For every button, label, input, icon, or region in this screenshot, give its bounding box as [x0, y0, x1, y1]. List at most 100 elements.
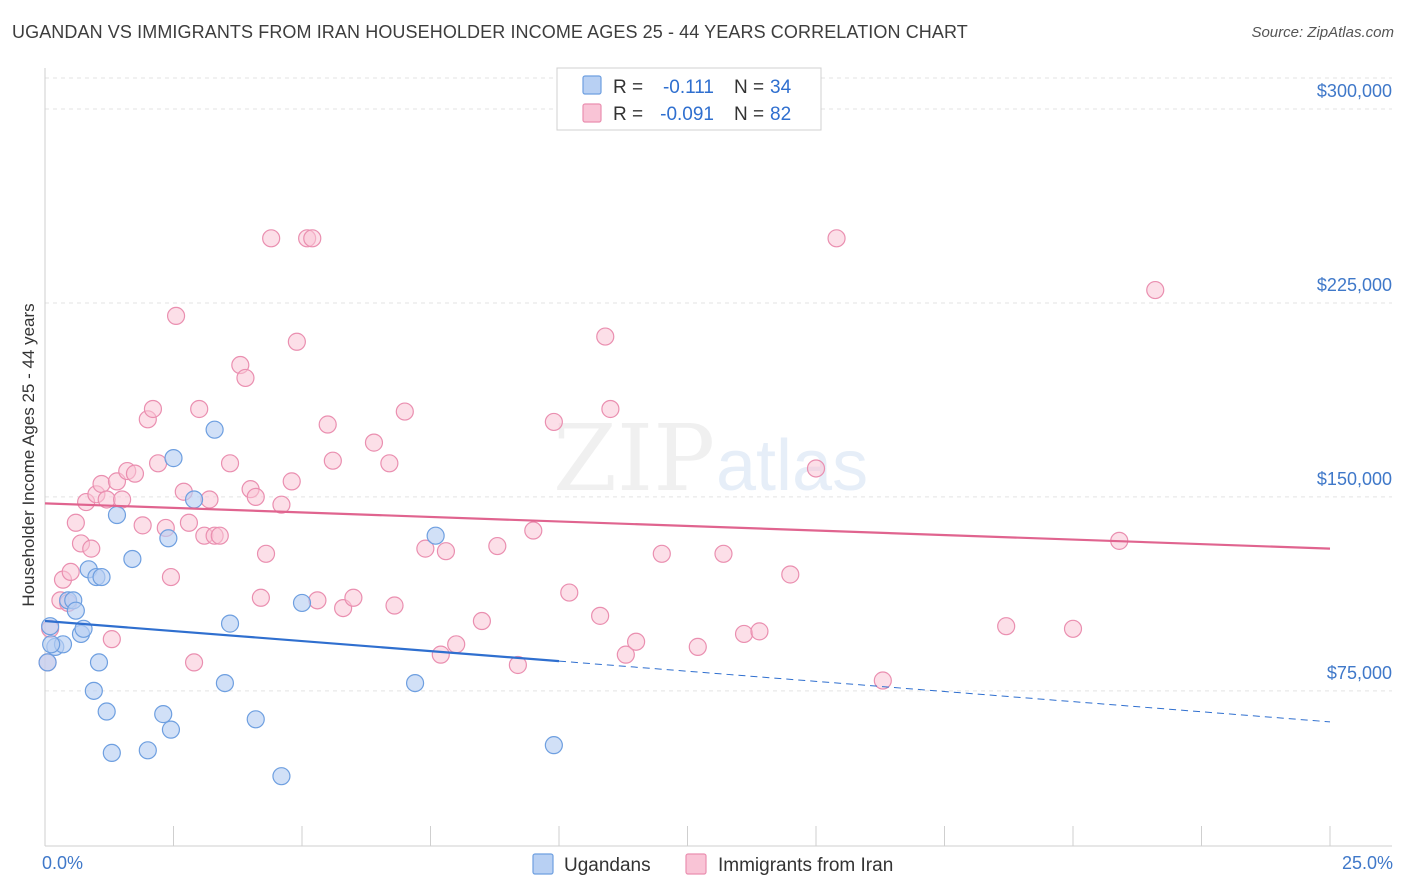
iran-point-54: [395, 402, 414, 421]
y-axis-title: Householder Income Ages 25 - 44 years: [19, 303, 38, 606]
ugandans-point-33: [42, 635, 61, 654]
watermark-zip: ZIP: [553, 405, 715, 512]
legend-n-value-ugandans: 34: [770, 77, 792, 98]
ugandans-point-22: [164, 449, 183, 468]
legend-r-value-ugandans: -0.111: [663, 77, 714, 98]
iran-point-68: [616, 645, 635, 664]
ugandans-point-26: [220, 614, 240, 633]
ugandans-trend-line: [44, 619, 560, 663]
legend-r-value-iran: -0.091: [660, 104, 714, 125]
ugandans-point-18: [138, 741, 157, 760]
iran-point-6: [66, 513, 85, 532]
chart-title: UGANDAN VS IMMIGRANTS FROM IRAN HOUSEHOL…: [12, 22, 968, 42]
y-tick-label-0: $75,000: [1327, 663, 1392, 683]
iran-point-32: [210, 526, 229, 545]
iran-point-45: [303, 229, 322, 248]
iran-point-58: [447, 635, 466, 654]
ugandans-point-1: [41, 617, 60, 636]
iran-point-72: [714, 544, 733, 563]
ugandans-point-23: [184, 490, 204, 509]
iran-point-55: [416, 539, 435, 558]
watermark-atlas: atlas: [716, 426, 868, 506]
iran-point-63: [544, 412, 563, 432]
iran-point-21: [148, 454, 168, 473]
iran-point-76: [806, 459, 826, 478]
iran-point-37: [246, 487, 265, 507]
iran-point-71: [688, 637, 707, 656]
iran-point-74: [750, 622, 769, 641]
trend-lines: [44, 502, 1331, 723]
iran-point-43: [287, 332, 306, 351]
iran-point-24: [166, 306, 186, 325]
iran-point-82: [1146, 280, 1165, 300]
iran-point-60: [488, 536, 507, 556]
iran-point-59: [472, 611, 491, 631]
ugandans-point-13: [92, 567, 111, 587]
iran-point-79: [997, 617, 1016, 636]
iran-point-41: [272, 495, 291, 514]
y-tick-label-2: $225,000: [1317, 275, 1392, 295]
ugandans-point-29: [292, 593, 312, 613]
iran-point-35: [236, 368, 255, 388]
iran-point-5: [61, 562, 80, 581]
legend-r-label-ugandans: R =: [613, 77, 643, 98]
ugandans-point-30: [405, 673, 425, 693]
stats-legend: R = -0.111 N = 34 R = -0.091 N = 82: [556, 67, 822, 131]
iran-point-53: [385, 596, 404, 615]
iran-point-75: [781, 565, 800, 584]
iran-point-23: [161, 567, 181, 587]
iran-point-26: [179, 513, 199, 532]
iran-point-42: [282, 472, 301, 491]
legend-swatch-iran: [582, 103, 602, 123]
iran-point-11: [92, 474, 111, 494]
axes: [44, 68, 1392, 847]
iran-point-47: [318, 415, 337, 434]
iran-point-40: [262, 229, 281, 248]
iran-point-66: [596, 327, 615, 346]
y-tick-label-3: $300,000: [1317, 81, 1392, 101]
iran-point-27: [184, 653, 204, 672]
iran-point-80: [1063, 619, 1083, 638]
bottom-legend-swatch-ugandans: [532, 853, 554, 875]
watermark: ZIP atlas: [553, 405, 868, 512]
ugandans-point-10: [84, 681, 103, 700]
ugandans-point-20: [159, 529, 178, 548]
ugandans-point-0: [38, 653, 57, 672]
iran-point-61: [508, 655, 527, 675]
legend-n-label-ugandans: N =: [734, 77, 764, 98]
legend-n-label-iran: N =: [734, 104, 764, 125]
ugandans-point-27: [246, 710, 265, 729]
ugandans-trend-extension: [558, 660, 1331, 723]
ugandans-point-15: [102, 743, 121, 763]
iran-point-52: [380, 454, 399, 473]
legend-r-label-iran: R =: [613, 104, 643, 125]
ugandans-point-31: [426, 526, 445, 545]
ugandans-point-32: [544, 736, 563, 755]
iran-trend-line: [44, 502, 1331, 550]
iran-point-39: [256, 544, 276, 563]
x-tick-labels: 0.0% 25.0%: [42, 853, 1393, 873]
iran-point-18: [133, 516, 152, 535]
iran-point-28: [190, 399, 209, 419]
iran-point-70: [652, 544, 671, 563]
ugandans-point-25: [215, 673, 234, 693]
bottom-legend-swatch-iran: [685, 853, 707, 875]
ugandans-point-19: [154, 705, 173, 724]
ugandans-point-12: [89, 653, 109, 672]
bottom-legend-label-iran: Immigrants from Iran: [718, 855, 893, 876]
bottom-legend-label-ugandans: Ugandans: [564, 855, 651, 876]
legend-swatch-ugandans: [582, 75, 602, 95]
iran-point-64: [560, 583, 579, 602]
y-tick-labels: $75,000 $150,000 $225,000 $300,000: [1317, 81, 1392, 683]
iran-point-48: [323, 451, 342, 470]
legend-n-value-iran: 82: [770, 104, 791, 125]
iran-point-9: [82, 539, 101, 558]
iran-point-78: [873, 671, 892, 690]
iran-point-57: [436, 542, 456, 561]
iran-point-13: [102, 630, 121, 649]
iran-point-73: [734, 624, 754, 644]
x-tick-label-1: 25.0%: [1342, 853, 1393, 873]
y-tick-label-1: $150,000: [1317, 469, 1392, 489]
series-legend: Ugandans Immigrants from Iran: [532, 853, 893, 876]
